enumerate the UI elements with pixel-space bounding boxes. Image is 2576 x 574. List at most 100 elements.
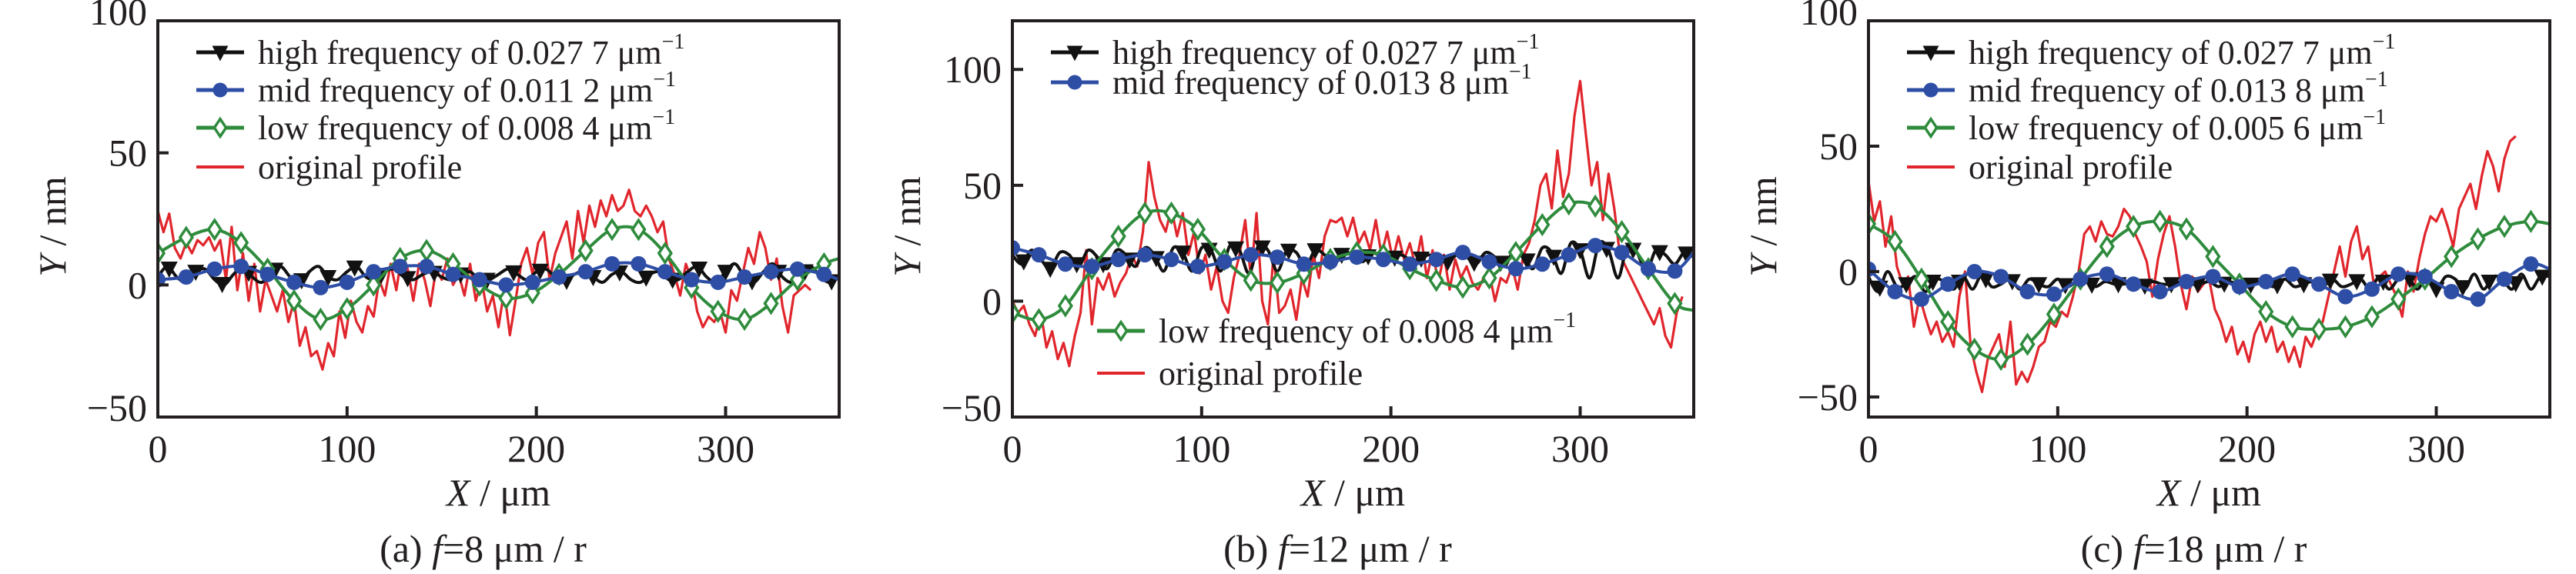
data-point-mid — [1614, 245, 1630, 261]
data-point-high — [2321, 273, 2339, 290]
data-point-mid — [2311, 276, 2327, 292]
data-point-mid — [1428, 252, 1444, 268]
data-point-low — [1992, 347, 2009, 372]
data-point-low — [1561, 192, 1577, 216]
data-point-mid — [1993, 269, 2009, 285]
data-point-mid — [1110, 252, 1126, 268]
legend-entry-orig: original profile — [196, 149, 462, 186]
data-point-low — [2258, 299, 2274, 324]
data-point-high — [2295, 277, 2313, 294]
data-point-high — [1898, 277, 1915, 294]
legend-entry-low: low frequency of 0.008 4 μm−1 — [1097, 309, 1576, 350]
data-point-mid — [206, 261, 222, 277]
data-point-mid — [763, 264, 779, 280]
data-point-low — [1110, 224, 1126, 249]
data-point-mid — [2417, 269, 2433, 285]
x-tick-label: 100 — [318, 427, 376, 470]
data-point-high — [505, 265, 523, 282]
data-point-low — [1913, 267, 1929, 291]
data-point-low — [1667, 292, 1683, 315]
data-point-mid — [2337, 289, 2354, 305]
legend-entry-high: high frequency of 0.027 7 μm−1 — [1051, 30, 1539, 72]
data-point-low — [1966, 337, 1982, 362]
legend-label-mid: mid frequency of 0.013 8 μm−1 — [1112, 60, 1532, 102]
legend-entry-high: high frequency of 0.027 7 μm−1 — [1907, 30, 2395, 72]
data-point-high — [1227, 241, 1245, 258]
legend-label-high: high frequency of 0.027 7 μm−1 — [1969, 30, 2395, 72]
legend-label-low: low frequency of 0.008 4 μm−1 — [1159, 309, 1576, 350]
x-axis-label: X / μm — [1300, 471, 1405, 514]
series-mid — [1868, 256, 2550, 307]
x-tick-label: 100 — [2029, 427, 2086, 470]
data-point-high — [2534, 269, 2550, 286]
y-tick-label: 50 — [1819, 125, 1858, 168]
data-point-low — [2099, 235, 2115, 259]
data-point-low — [1887, 229, 1903, 253]
data-point-mid — [445, 266, 461, 282]
data-point-high — [531, 263, 549, 280]
x-axis-label: X / μm — [445, 471, 550, 514]
y-tick-label: 0 — [982, 279, 1002, 322]
legend-entry-mid: mid frequency of 0.011 2 μm−1 — [196, 68, 676, 109]
data-point-low — [1189, 217, 1206, 242]
series-mid — [1012, 238, 1694, 279]
data-point-high — [2109, 277, 2127, 294]
legend-entry-mid: mid frequency of 0.013 8 μm−1 — [1051, 60, 1532, 102]
data-point-mid — [1057, 256, 1073, 272]
data-point-low — [498, 286, 514, 310]
x-tick-label: 200 — [507, 427, 565, 470]
data-point-mid — [2152, 284, 2168, 300]
data-point-mid — [339, 274, 355, 290]
data-point-high — [1977, 272, 1995, 289]
series-line-original-profile — [1868, 135, 2517, 393]
data-point-mid — [1189, 259, 1206, 275]
series-orig — [1012, 79, 1684, 368]
data-point-mid — [2390, 266, 2407, 282]
data-point-mid — [2231, 279, 2247, 295]
data-point-high — [691, 262, 708, 279]
data-point-mid — [1481, 254, 1497, 270]
y-tick-label: 100 — [944, 48, 1002, 91]
legend-marker-high — [212, 45, 229, 62]
data-point-low — [763, 292, 779, 315]
data-point-high — [319, 270, 337, 287]
x-tick-label: 300 — [697, 427, 754, 470]
data-point-mid — [233, 259, 249, 275]
series-mid — [158, 255, 839, 295]
data-point-mid — [524, 274, 540, 290]
data-point-high — [1545, 249, 1563, 266]
legend-marker-mid — [1923, 82, 1939, 98]
legend-entry-low: low frequency of 0.008 4 μm−1 — [196, 105, 675, 147]
data-point-mid — [789, 261, 805, 277]
data-point-mid — [2179, 273, 2194, 289]
data-point-mid — [657, 264, 673, 280]
data-point-low — [736, 307, 753, 332]
legend-label-orig: original profile — [258, 149, 462, 186]
data-point-mid — [392, 259, 408, 275]
data-point-low — [2046, 302, 2062, 326]
data-point-low — [233, 231, 249, 255]
data-point-mid — [313, 279, 329, 295]
data-point-mid — [286, 274, 302, 290]
data-point-low — [2470, 227, 2486, 251]
data-point-mid — [2284, 266, 2300, 282]
data-point-mid — [1012, 240, 1020, 256]
data-point-mid — [498, 277, 514, 293]
data-point-high — [717, 265, 734, 282]
data-point-low — [577, 239, 594, 262]
data-point-low — [1136, 201, 1153, 225]
data-point-mid — [577, 264, 594, 280]
data-point-mid — [471, 272, 487, 288]
legend-label-low: low frequency of 0.005 6 μm−1 — [1969, 105, 2386, 147]
series-low — [1868, 209, 2550, 372]
y-tick-label: 0 — [128, 263, 147, 306]
legend-entry-orig: original profile — [1097, 355, 1363, 392]
data-point-low — [418, 239, 435, 262]
data-point-low — [339, 297, 355, 321]
data-point-low — [2019, 332, 2036, 356]
data-point-low — [2390, 287, 2407, 311]
y-tick-label: 100 — [89, 0, 147, 33]
